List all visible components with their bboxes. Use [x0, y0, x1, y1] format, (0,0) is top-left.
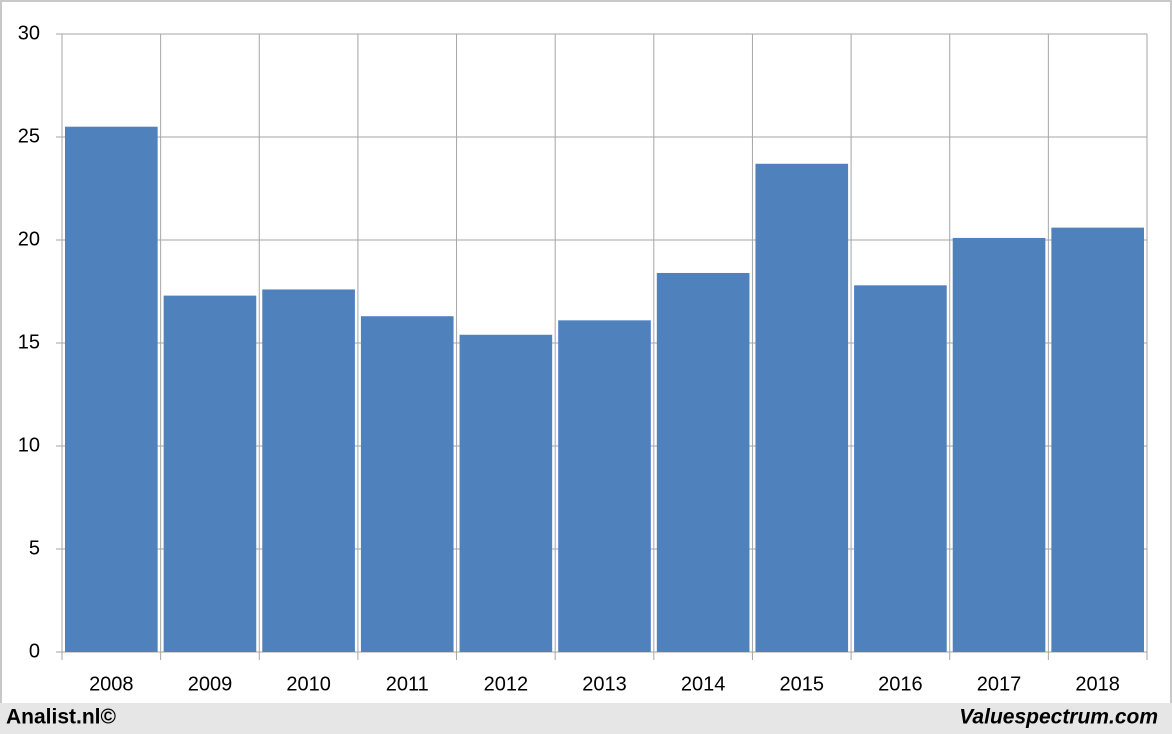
x-tick-label: 2018 — [1075, 673, 1120, 695]
bar — [755, 163, 849, 652]
bar — [558, 320, 651, 652]
y-tick-label: 5 — [29, 537, 40, 559]
x-tick-label: 2014 — [681, 673, 726, 695]
bar — [656, 272, 750, 652]
footer-right: Valuespectrum.com — [959, 706, 1158, 729]
y-tick-label: 25 — [18, 125, 40, 147]
bar — [952, 237, 1046, 652]
y-tick-label: 20 — [18, 228, 40, 250]
y-tick-label: 30 — [18, 22, 40, 44]
footer-bar — [0, 703, 1172, 734]
y-tick-label: 0 — [29, 640, 40, 662]
x-tick-label: 2011 — [386, 673, 429, 695]
x-tick-label: 2017 — [977, 673, 1022, 695]
bar — [163, 295, 257, 652]
bar — [1051, 227, 1144, 652]
bar — [459, 334, 553, 652]
x-tick-label: 2008 — [89, 673, 134, 695]
bar — [262, 289, 355, 652]
x-tick-label: 2016 — [878, 673, 923, 695]
bar — [65, 126, 158, 652]
bar — [360, 316, 454, 652]
x-tick-label: 2012 — [484, 673, 529, 695]
y-tick-label: 10 — [18, 434, 40, 456]
x-tick-label: 2009 — [188, 673, 233, 695]
y-tick-label: 15 — [18, 331, 40, 353]
x-tick-label: 2010 — [286, 673, 331, 695]
x-tick-label: 2013 — [582, 673, 627, 695]
x-tick-label: 2015 — [780, 673, 825, 695]
footer-left: Analist.nl© — [6, 706, 117, 729]
bar — [854, 285, 947, 652]
